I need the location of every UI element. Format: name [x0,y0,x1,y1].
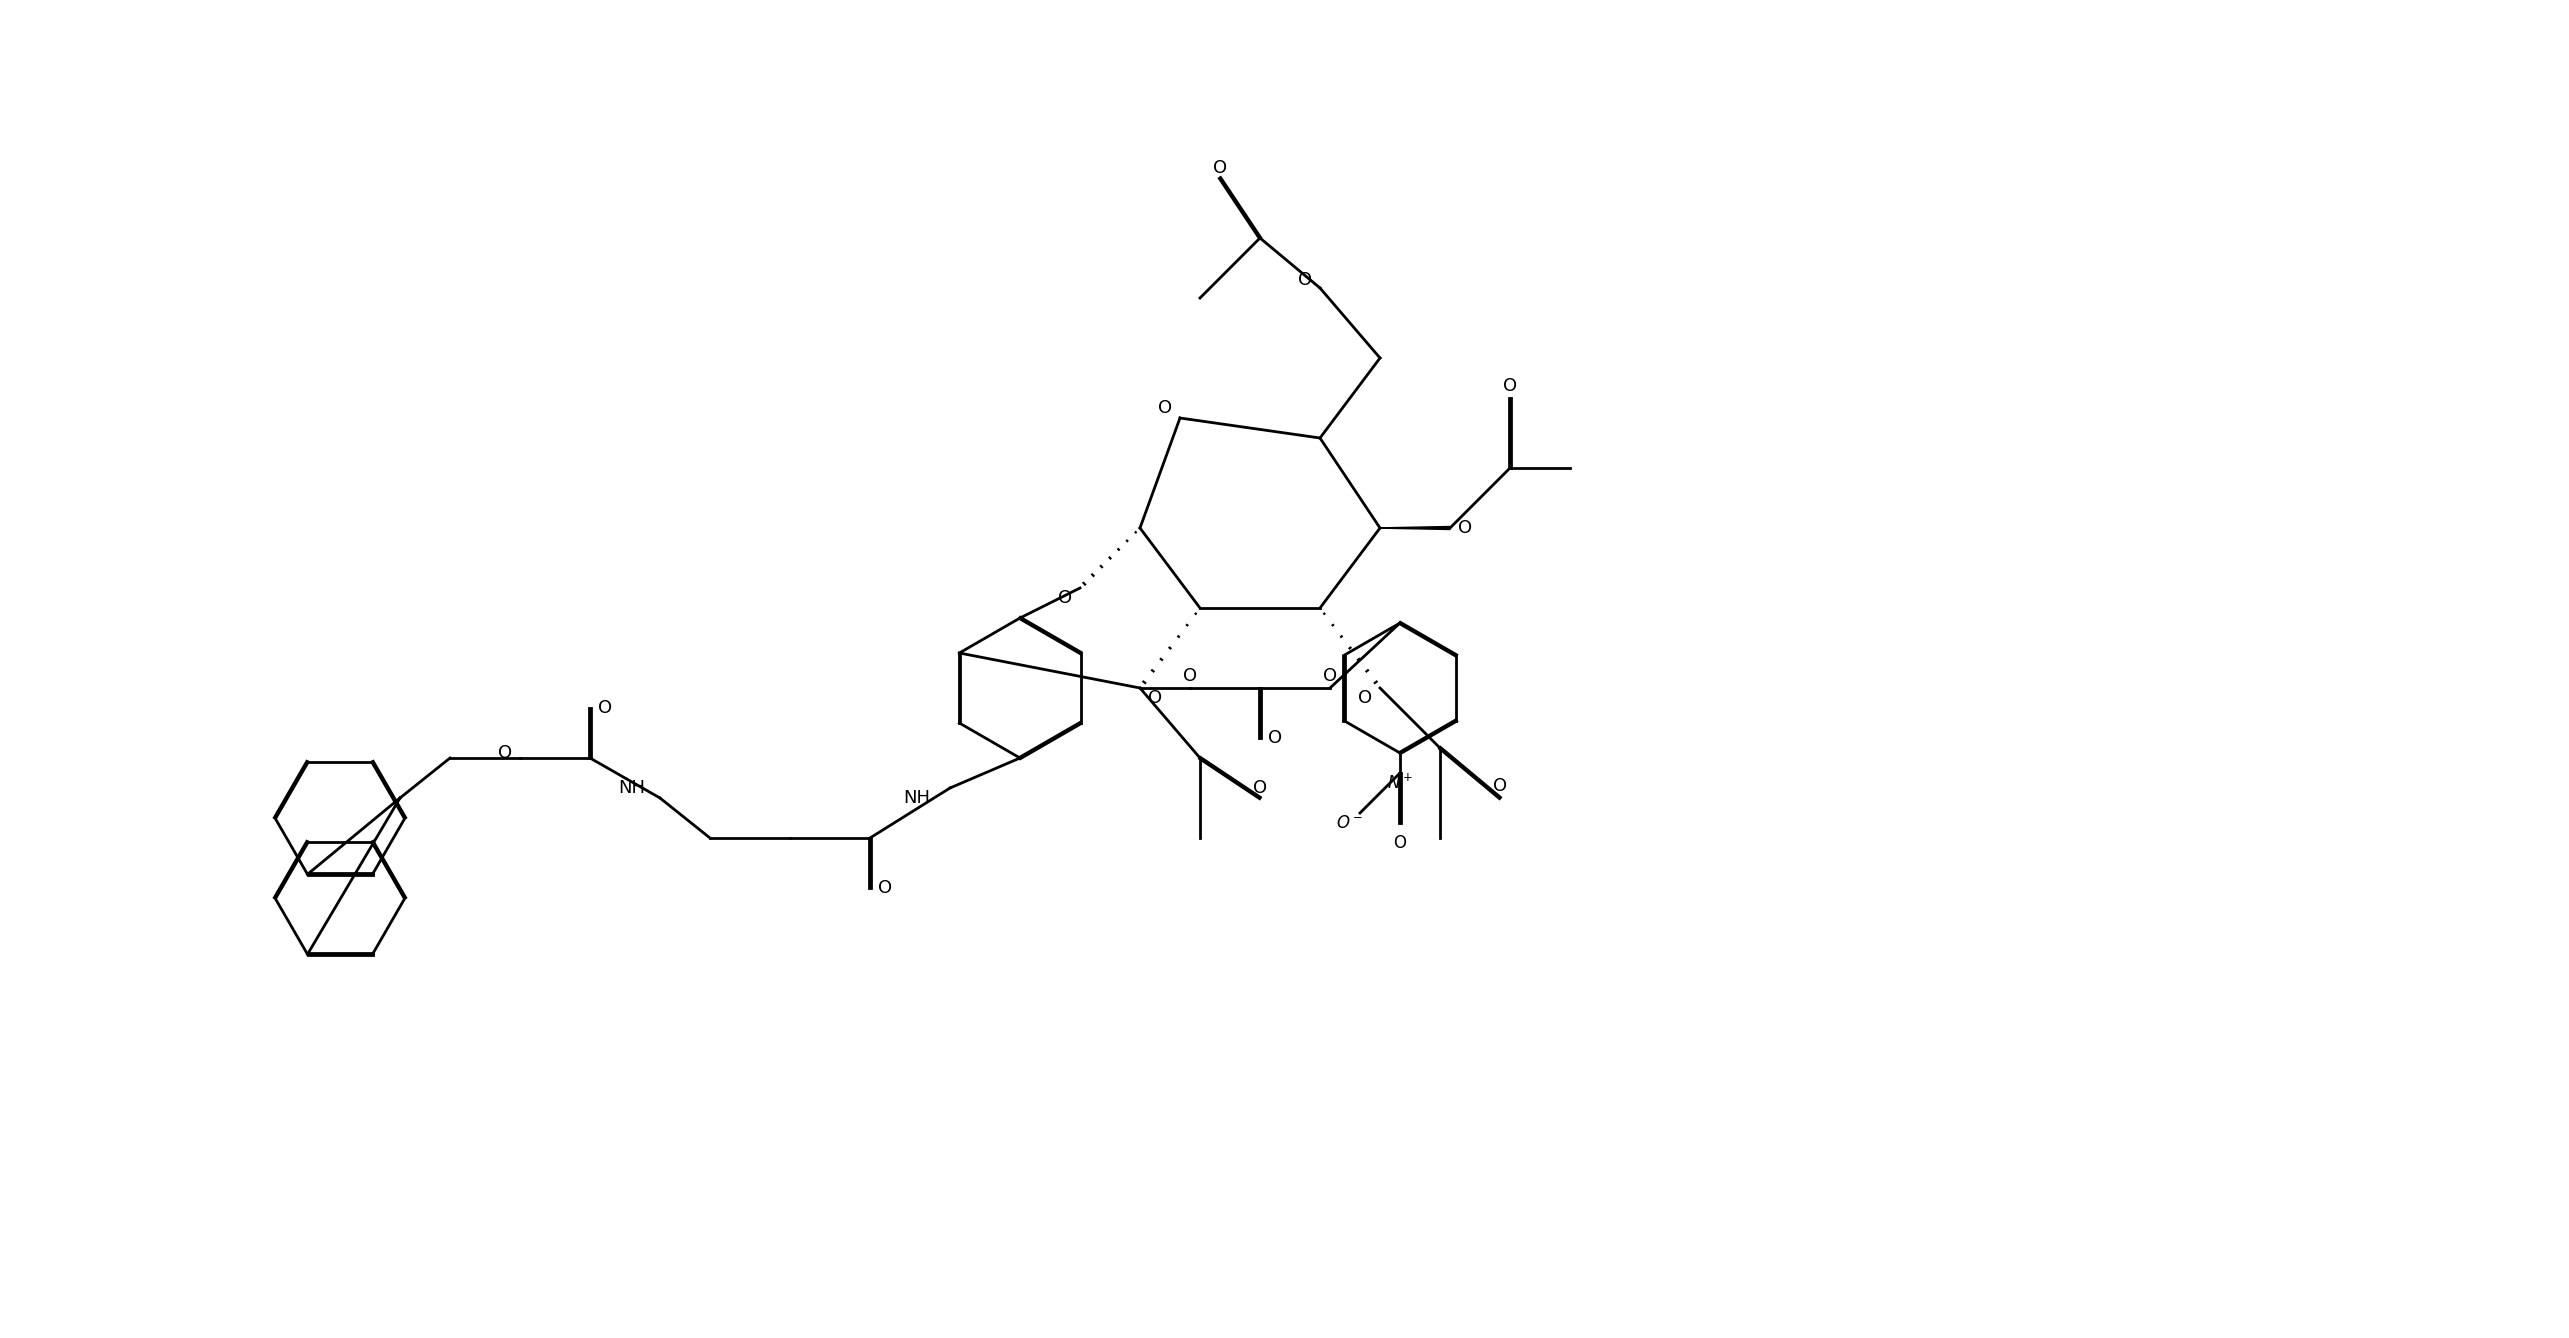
Polygon shape [1380,526,1449,530]
Text: O: O [1269,729,1282,747]
Text: O: O [1159,399,1171,417]
Text: O: O [1182,668,1197,685]
Text: O: O [1392,834,1405,852]
Text: NH: NH [619,779,645,797]
Text: O: O [1058,589,1071,607]
Text: O: O [1493,777,1508,795]
Text: O: O [1148,689,1161,706]
Text: O: O [599,698,611,717]
Text: O: O [1297,272,1313,289]
Text: O: O [1254,779,1267,797]
Text: O: O [1213,159,1228,177]
Text: O: O [1503,377,1518,395]
Text: O: O [1359,689,1372,706]
Text: O: O [498,744,511,763]
Text: $N^+$: $N^+$ [1387,773,1413,792]
Text: NH: NH [902,789,930,807]
Text: O: O [1323,668,1336,685]
Text: $O^-$: $O^-$ [1336,814,1364,832]
Text: O: O [1459,519,1472,537]
Text: O: O [879,879,891,896]
